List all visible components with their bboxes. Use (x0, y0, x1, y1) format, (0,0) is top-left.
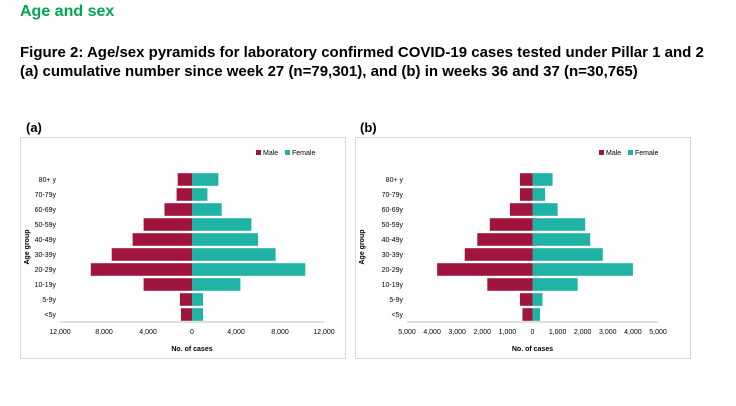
chart-b-bar-female (532, 218, 586, 231)
chart-a-bar-male (181, 308, 192, 321)
chart-b-bar-female (532, 293, 543, 306)
chart-a-legend-label-female: Female (292, 150, 315, 157)
chart-b-bar-male (487, 278, 533, 291)
chart-b-tick-label: 5,000 (649, 329, 667, 336)
chart-a-tick-label: 12,000 (49, 329, 71, 336)
chart-a-tick-label: 8,000 (95, 329, 113, 336)
chart-b-legend-swatch-male (599, 150, 604, 155)
chart-b-frame (355, 137, 691, 359)
chart-b-tick-label: 2,000 (574, 329, 592, 336)
chart-b-tick-label: 2,000 (474, 329, 492, 336)
chart-a-legend-label-male: Male (263, 150, 278, 157)
chart-a-tick-label: 12,000 (313, 329, 335, 336)
chart-b-category-label: 40-49y (382, 237, 404, 244)
chart-b-bar-female (532, 173, 553, 186)
chart-b-bar-male (522, 308, 533, 321)
chart-a-bar-male (111, 248, 192, 261)
chart-b-category-label: 50-59y (382, 222, 404, 229)
chart-b-tick-label: 3,000 (599, 329, 617, 336)
chart-a-category-label: 80+ y (39, 177, 57, 184)
chart-a-bar-female (192, 233, 258, 246)
chart-a-frame (20, 137, 346, 359)
chart-a-bar-female (192, 218, 252, 231)
figure-title: Figure 2: Age/sex pyramids for laborator… (20, 44, 704, 80)
chart-a-category-label: 40-49y (35, 237, 57, 244)
chart-b-bar-female (532, 248, 603, 261)
pyramid-chart-b: <5y 5-9y 10-19y 20-29y 30-39y 40-49y 50-59y 60-… (355, 137, 691, 359)
chart-a-bar-female (192, 248, 276, 261)
chart-b-bar-male (509, 203, 533, 216)
chart-a-bar-female (192, 308, 203, 321)
chart-b-x-axis-title: No. of cases (512, 346, 553, 353)
chart-b-bar-male (489, 218, 533, 231)
chart-a-tick-label: 4,000 (227, 329, 245, 336)
chart-b-tick-label: 0 (531, 329, 535, 336)
chart-b-bar-male (437, 263, 533, 276)
chart-a-bar-female (192, 263, 306, 276)
chart-a-category-label: 30-39y (35, 252, 57, 259)
chart-a-category-label: 70-79y (35, 192, 57, 199)
chart-b-tick-label: 4,000 (624, 329, 642, 336)
chart-a-category-label: 60-69y (35, 207, 57, 214)
chart-b-bar-female (532, 308, 541, 321)
chart-a-bar-male (143, 218, 192, 231)
chart-a-bar-male (143, 278, 192, 291)
chart-a-y-axis-title: Age group (24, 230, 31, 265)
chart-a-tick-label: 0 (190, 329, 194, 336)
chart-a-category-label: 20-29y (35, 267, 57, 274)
chart-a-bar-female (192, 278, 241, 291)
chart-a-bar-female (192, 173, 219, 186)
chart-a-bar-male (177, 173, 192, 186)
chart-b-bar-female (532, 263, 633, 276)
chart-a-tick-label: 4,000 (139, 329, 157, 336)
chart-b-bar-male (519, 173, 533, 186)
chart-a-category-label: 50-59y (35, 222, 57, 229)
chart-b-category-label: 70-79y (382, 192, 404, 199)
chart-b-bar-male (464, 248, 533, 261)
chart-b-tick-label: 1,000 (499, 329, 517, 336)
chart-a-category-label: 10-19y (35, 282, 57, 289)
chart-b-tick-label: 1,000 (549, 329, 567, 336)
chart-b-legend-label-female: Female (635, 150, 658, 157)
chart-b-category-label: 5-9y (389, 297, 403, 304)
chart-a-bar-female (192, 293, 203, 306)
chart-b-tick-label: 5,000 (398, 329, 416, 336)
chart-b-tick-label: 4,000 (423, 329, 441, 336)
chart-b-category-label: 80+ y (386, 177, 404, 184)
chart-b-bar-female (532, 233, 591, 246)
chart-a-tick-label: 8,000 (271, 329, 289, 336)
chart-b-category-label: 60-69y (382, 207, 404, 214)
chart-b-category-label: <5y (392, 312, 404, 319)
chart-a-x-axis-title: No. of cases (171, 346, 212, 353)
chart-b-legend-swatch-female (628, 150, 633, 155)
chart-a-bar-male (179, 293, 192, 306)
chart-b-bar-male (477, 233, 533, 246)
panel-b-label: (b) (360, 120, 377, 135)
chart-b-category-label: 30-39y (382, 252, 404, 259)
chart-a-legend-swatch-female (285, 150, 290, 155)
chart-a-legend-swatch-male (256, 150, 261, 155)
chart-a-bar-female (192, 203, 222, 216)
chart-b-bar-female (532, 188, 546, 201)
chart-b-y-axis-title: Age group (359, 230, 366, 265)
chart-b-bar-female (532, 203, 558, 216)
pyramid-chart-a: <5y 5-9y 10-19y 20-29y 30-39y 40-49y 50-59y 60-… (20, 137, 346, 359)
panel-a-label: (a) (26, 120, 42, 135)
section-title: Age and sex (20, 3, 115, 20)
chart-b-category-label: 20-29y (382, 267, 404, 274)
chart-b-bar-male (519, 293, 533, 306)
chart-a-bar-male (132, 233, 192, 246)
chart-a-bar-male (164, 203, 192, 216)
chart-a-bar-female (192, 188, 208, 201)
chart-b-tick-label: 3,000 (448, 329, 466, 336)
chart-a-category-label: <5y (45, 312, 57, 319)
chart-b-bar-female (532, 278, 578, 291)
chart-a-category-label: 5-9y (42, 297, 56, 304)
chart-b-bar-male (519, 188, 533, 201)
chart-b-legend-label-male: Male (606, 150, 621, 157)
chart-b-category-label: 10-19y (382, 282, 404, 289)
chart-a-bar-male (90, 263, 192, 276)
chart-a-bar-male (176, 188, 192, 201)
